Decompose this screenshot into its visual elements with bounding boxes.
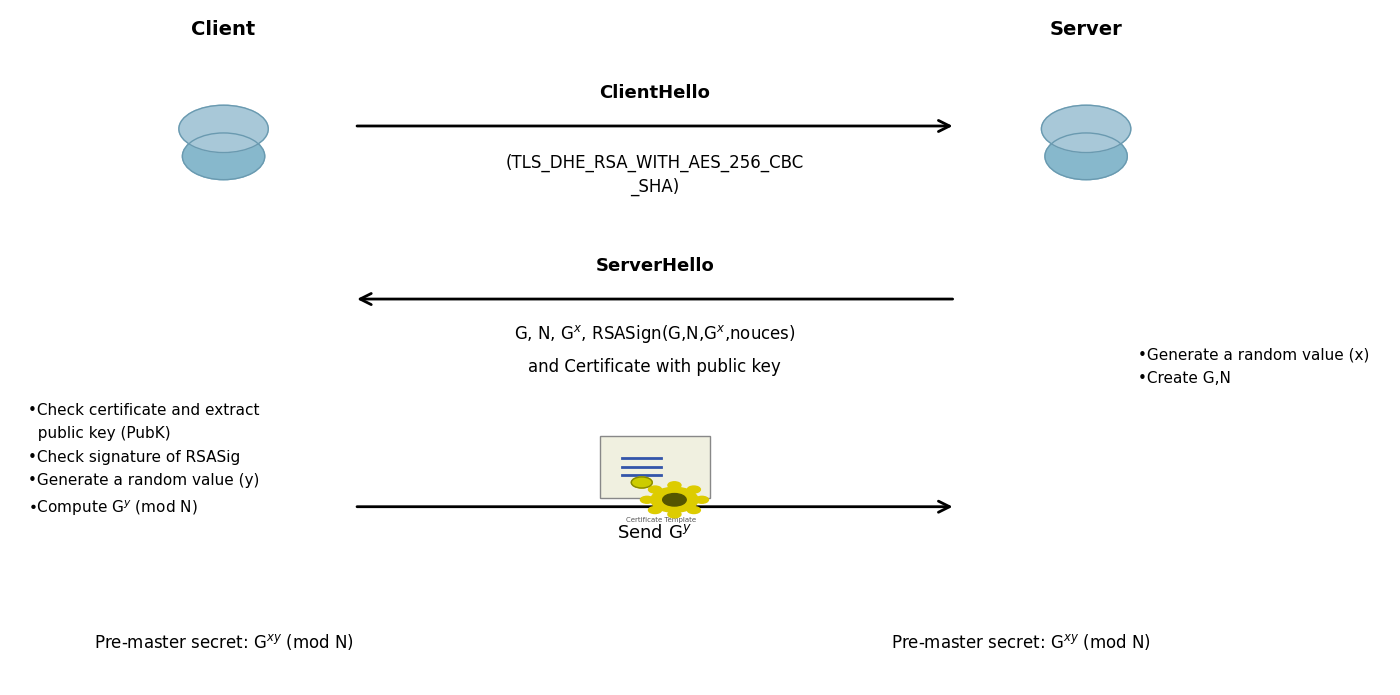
Circle shape <box>696 496 708 503</box>
Circle shape <box>668 482 680 489</box>
Text: and Certificate with public key: and Certificate with public key <box>528 358 781 376</box>
Circle shape <box>668 511 680 518</box>
Text: Certificate Template: Certificate Template <box>626 517 696 523</box>
Circle shape <box>640 496 654 503</box>
Circle shape <box>179 105 269 153</box>
FancyBboxPatch shape <box>601 436 710 498</box>
Text: Pre-master secret: G$^{xy}$ (mod N): Pre-master secret: G$^{xy}$ (mod N) <box>94 632 354 652</box>
Circle shape <box>1042 105 1131 153</box>
Circle shape <box>631 477 652 488</box>
Text: ClientHello: ClientHello <box>599 84 710 101</box>
Ellipse shape <box>182 133 265 180</box>
Circle shape <box>687 507 700 514</box>
Circle shape <box>648 507 662 514</box>
Text: (TLS_DHE_RSA_WITH_AES_256_CBC
_SHA): (TLS_DHE_RSA_WITH_AES_256_CBC _SHA) <box>505 154 804 196</box>
Circle shape <box>648 486 662 493</box>
Circle shape <box>662 493 686 506</box>
Text: Client: Client <box>192 19 256 39</box>
Text: •Check certificate and extract
  public key (PubK)
•Check signature of RSASig
•G: •Check certificate and extract public ke… <box>28 403 259 518</box>
Circle shape <box>651 487 699 512</box>
Text: •Generate a random value (x)
•Create G,N: •Generate a random value (x) •Create G,N <box>1138 348 1369 386</box>
Text: Server: Server <box>1050 19 1123 39</box>
Text: Send G$^y$: Send G$^y$ <box>617 524 692 542</box>
Ellipse shape <box>1044 133 1127 180</box>
Text: Pre-master secret: G$^{xy}$ (mod N): Pre-master secret: G$^{xy}$ (mod N) <box>890 632 1151 652</box>
Text: G, N, G$^x$, RSASign(G,N,G$^x$,nouces): G, N, G$^x$, RSASign(G,N,G$^x$,nouces) <box>514 323 795 345</box>
Text: ServerHello: ServerHello <box>595 257 714 275</box>
Circle shape <box>687 486 700 493</box>
